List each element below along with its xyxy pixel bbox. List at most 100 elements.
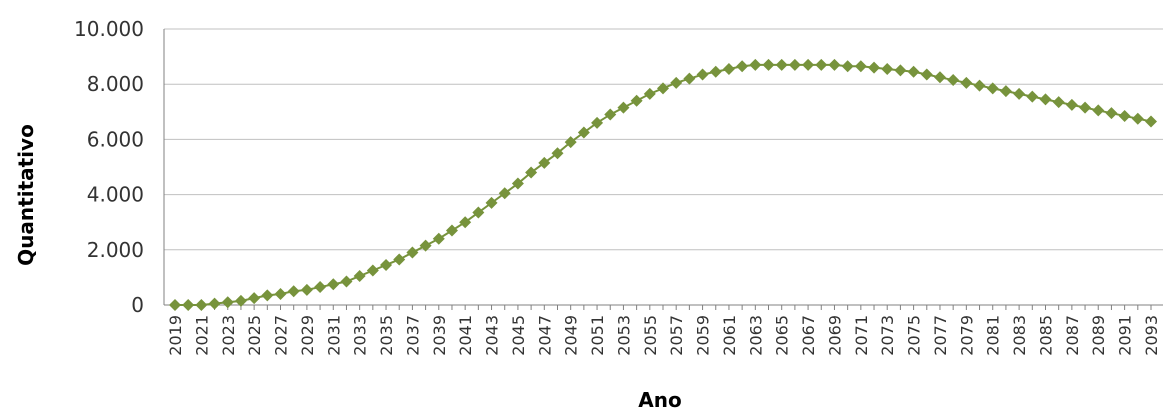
data-point — [1118, 109, 1131, 122]
x-tick-label: 2037 — [403, 315, 422, 356]
data-point — [380, 258, 393, 271]
y-tick-label: 6.000 — [87, 127, 144, 151]
x-axis-title: Ano — [638, 388, 681, 412]
data-point — [736, 60, 749, 73]
data-point — [709, 65, 722, 78]
data-point — [1079, 101, 1092, 114]
x-tick-label: 2047 — [535, 315, 554, 356]
data-point — [1092, 104, 1105, 117]
x-tick-label: 2083 — [1010, 315, 1029, 356]
data-point — [643, 87, 656, 100]
y-tick-label: 2.000 — [87, 238, 144, 262]
data-point — [1026, 90, 1039, 103]
data-point — [1145, 115, 1157, 128]
data-point — [551, 147, 564, 160]
data-point — [815, 58, 828, 71]
data-points — [169, 58, 1157, 311]
data-point — [182, 299, 195, 311]
x-tick-label: 2053 — [614, 315, 633, 356]
data-point — [670, 76, 683, 89]
data-point — [314, 281, 327, 294]
x-tick-label: 2027 — [272, 315, 291, 356]
data-point — [577, 126, 590, 139]
x-tick-label: 2029 — [298, 315, 317, 356]
x-tick-label: 2085 — [1036, 315, 1055, 356]
data-point — [419, 239, 432, 252]
data-point — [828, 58, 841, 71]
data-point — [248, 292, 261, 305]
x-tick-label: 2079 — [957, 315, 976, 356]
data-point — [854, 60, 867, 73]
x-tick-label: 2091 — [1116, 315, 1135, 356]
x-tick-label: 2081 — [984, 315, 1003, 356]
data-point — [525, 166, 538, 179]
y-axis-title: Quantitativo — [14, 124, 38, 266]
data-point — [1039, 93, 1052, 106]
data-point — [630, 94, 643, 107]
data-point — [353, 270, 366, 283]
data-point — [999, 85, 1012, 98]
data-point — [445, 224, 458, 237]
data-point — [1065, 98, 1078, 111]
x-tick-label: 2041 — [456, 315, 475, 356]
data-point — [393, 253, 406, 266]
x-tick-label: 2073 — [878, 315, 897, 356]
data-point — [722, 63, 735, 76]
data-point — [406, 246, 419, 259]
x-tick-label: 2063 — [746, 315, 765, 356]
x-tick-label: 2077 — [931, 315, 950, 356]
x-tick-label: 2071 — [852, 315, 871, 356]
data-point — [538, 156, 551, 169]
data-point — [498, 187, 511, 200]
x-tick-label: 2045 — [509, 315, 528, 356]
data-point — [657, 82, 669, 95]
data-point — [802, 58, 815, 71]
series-line — [175, 63, 1152, 306]
x-tick-label: 2065 — [773, 315, 792, 356]
data-point — [933, 71, 946, 84]
data-point — [485, 196, 498, 209]
data-point — [274, 287, 287, 300]
y-tick-label: 4.000 — [87, 183, 144, 207]
x-tick-label: 2089 — [1089, 315, 1108, 356]
data-point — [1052, 96, 1065, 109]
data-point — [221, 296, 234, 309]
data-point — [1013, 87, 1026, 100]
x-tick-label: 2021 — [192, 315, 211, 356]
data-point — [432, 232, 445, 245]
data-point — [511, 177, 524, 190]
x-tick-label: 2043 — [483, 315, 502, 356]
x-tick-label: 2069 — [825, 315, 844, 356]
gridlines — [164, 28, 1163, 251]
data-point — [604, 108, 617, 121]
data-point — [986, 82, 999, 95]
data-point — [459, 216, 472, 229]
data-point — [947, 74, 960, 87]
data-point — [617, 101, 630, 114]
x-tick-label: 2093 — [1142, 315, 1161, 356]
data-point — [1105, 107, 1118, 120]
y-tick-label: 0 — [131, 293, 144, 317]
data-point — [762, 58, 775, 71]
data-point — [788, 58, 801, 71]
data-point — [1131, 112, 1144, 125]
data-point — [920, 68, 933, 81]
x-tick-label: 2055 — [641, 315, 660, 356]
x-tick-label: 2067 — [799, 315, 818, 356]
x-tick-label: 2049 — [562, 315, 581, 356]
data-point — [881, 63, 894, 76]
x-axis-ticks: 2019 2021 2023 2025 2027 2029 2031 2033 2035 2037… — [166, 305, 1161, 356]
x-tick-label: 2087 — [1063, 315, 1082, 356]
data-point — [472, 206, 485, 219]
x-tick-label: 2039 — [430, 315, 449, 356]
data-point — [973, 79, 986, 92]
y-axis-ticks: 0 2.000 4.000 6.000 8.000 10.000 — [74, 17, 144, 317]
data-point — [208, 297, 221, 310]
data-point — [300, 283, 313, 296]
x-tick-label: 2025 — [245, 315, 264, 356]
x-tick-label: 2075 — [905, 315, 924, 356]
data-point — [907, 65, 920, 78]
data-point — [564, 136, 577, 149]
data-point — [683, 72, 696, 85]
